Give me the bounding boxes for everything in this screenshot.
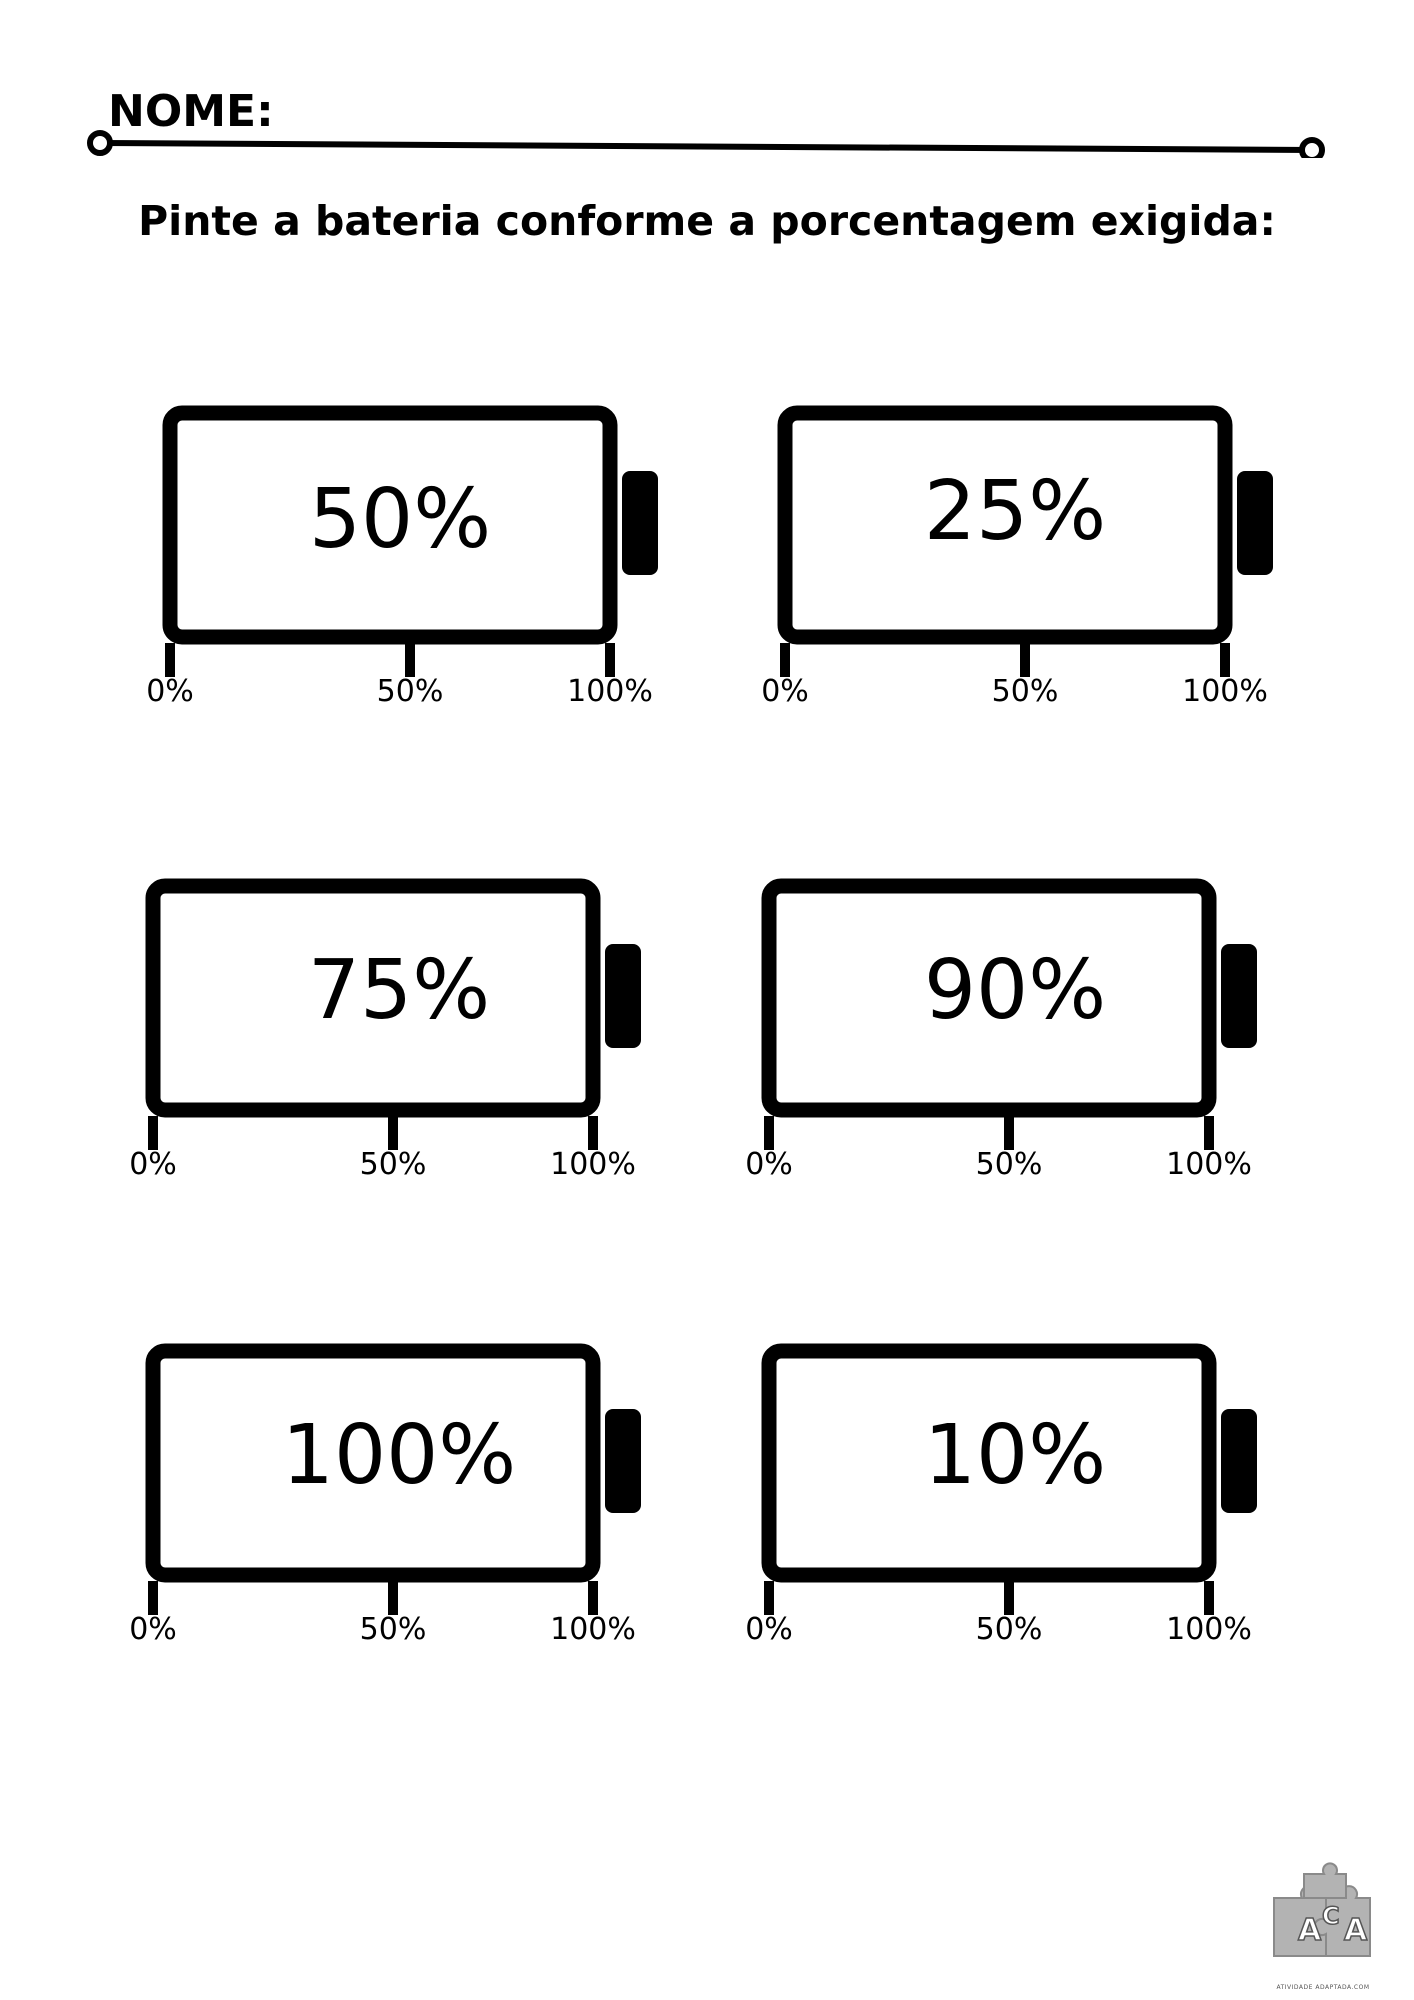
battery-label: 90% (923, 943, 1107, 1038)
tick-label-start: 0% (745, 1612, 793, 1647)
puzzle-logo-icon: A C A (1273, 1862, 1371, 1957)
tick-label-start: 0% (146, 674, 194, 709)
tick-label-middle: 50% (991, 674, 1059, 709)
battery-outline (145, 878, 641, 1150)
battery-50[interactable]: 50% 0% 50% 100% (146, 405, 680, 725)
tick-label-end: 100% (550, 1147, 636, 1182)
tick-label-start: 0% (761, 674, 809, 709)
tick-label-end: 100% (1182, 674, 1268, 709)
tick-label-end: 100% (1166, 1147, 1252, 1182)
tick-label-end: 100% (550, 1612, 636, 1647)
battery-label: 10% (923, 1408, 1107, 1503)
battery-outline (761, 878, 1257, 1150)
battery-label: 75% (307, 943, 491, 1038)
tick-label-middle: 50% (975, 1612, 1043, 1647)
name-line[interactable] (86, 128, 1326, 158)
tick-label-middle: 50% (359, 1147, 427, 1182)
logo-caption: ATIVIDADE ADAPTADA.COM (1276, 1984, 1370, 1991)
instruction-text: Pinte a bateria conforme a porcentagem e… (138, 197, 1276, 245)
tick-label-middle: 50% (975, 1147, 1043, 1182)
svg-text:A: A (1344, 1913, 1368, 1948)
tick-label-end: 100% (1166, 1612, 1252, 1647)
battery-outline (145, 1343, 641, 1615)
battery-75[interactable]: 75% 0% 50% 100% (129, 878, 663, 1198)
battery-90[interactable]: 90% 0% 50% 100% (745, 878, 1279, 1198)
tick-label-start: 0% (745, 1147, 793, 1182)
tick-label-start: 0% (129, 1612, 177, 1647)
name-label: NOME: (108, 86, 274, 137)
battery-outline (162, 405, 658, 677)
battery-100[interactable]: 100% 0% 50% 100% (129, 1343, 663, 1663)
battery-label: 100% (281, 1408, 517, 1503)
battery-10[interactable]: 10% 0% 50% 100% (745, 1343, 1279, 1663)
battery-label: 50% (308, 472, 492, 567)
tick-label-middle: 50% (359, 1612, 427, 1647)
battery-outline (761, 1343, 1257, 1615)
battery-label: 25% (923, 464, 1107, 559)
svg-text:A: A (1298, 1913, 1322, 1948)
battery-25[interactable]: 25% 0% 50% 100% (761, 405, 1295, 725)
battery-outline (777, 405, 1273, 677)
tick-label-end: 100% (567, 674, 653, 709)
tick-label-middle: 50% (376, 674, 444, 709)
tick-label-start: 0% (129, 1147, 177, 1182)
svg-text:C: C (1322, 1902, 1340, 1930)
